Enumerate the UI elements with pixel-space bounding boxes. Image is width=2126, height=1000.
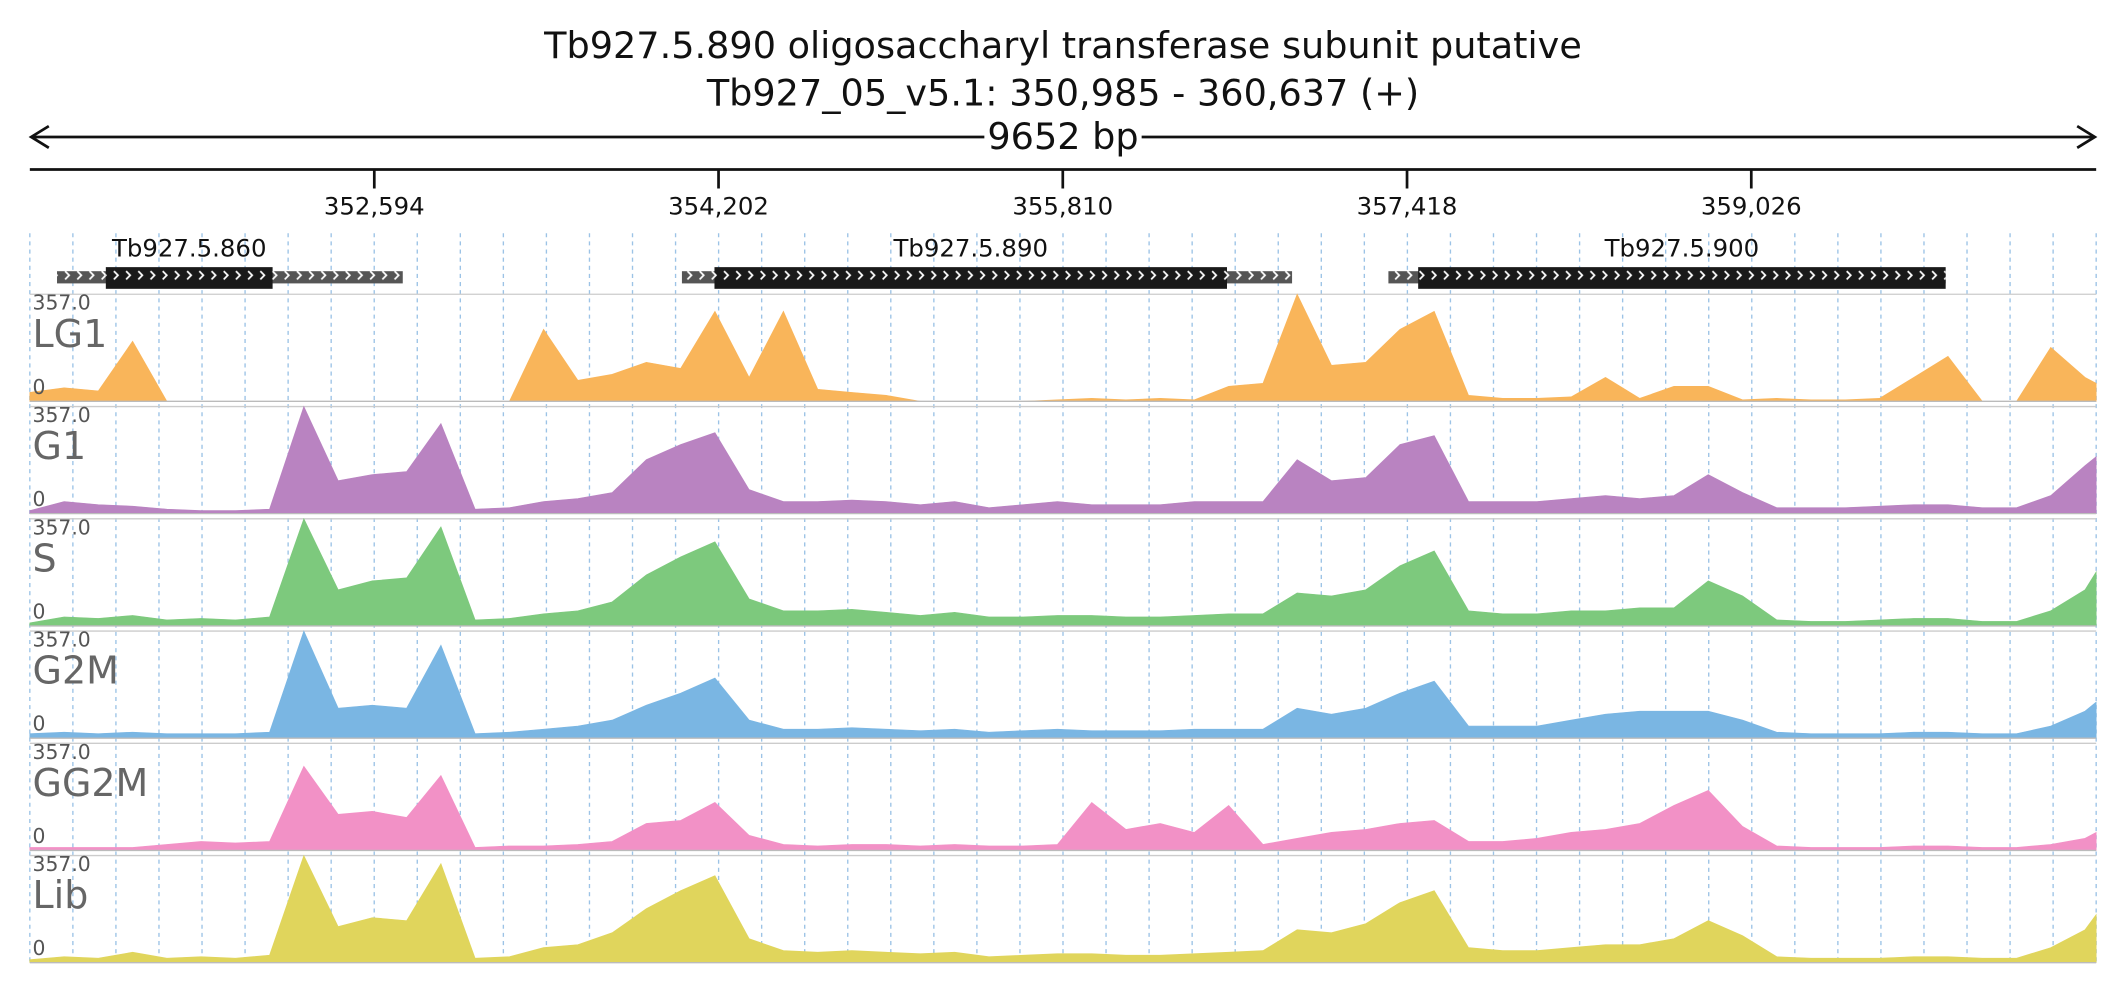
y-tick-label: 0 xyxy=(33,599,46,623)
y-tick-label: 357.0 xyxy=(33,515,91,539)
track-label: GG2M xyxy=(33,761,149,805)
coverage-area xyxy=(29,630,2097,739)
coverage-area xyxy=(29,405,2097,514)
x-tick-label: 357,418 xyxy=(1357,191,1458,220)
y-tick-label: 357.0 xyxy=(33,403,91,427)
y-tick-label: 0 xyxy=(33,375,46,399)
track-label: G1 xyxy=(33,424,87,468)
track-label: G2M xyxy=(33,649,119,693)
chart-title: Tb927.5.890 oligosaccharyl transferase s… xyxy=(543,24,1582,67)
span-arrowhead xyxy=(2076,124,2098,149)
y-tick-label: 357.0 xyxy=(33,740,91,764)
span-label: 9652 bp xyxy=(987,115,1138,158)
span-label-bg xyxy=(984,119,1142,155)
x-tick-label: 354,202 xyxy=(668,191,769,220)
gene-cds-chevrons xyxy=(1418,268,1946,288)
gene-cds-chevrons xyxy=(105,268,273,288)
gene-label: Tb927.5.900 xyxy=(1604,234,1760,263)
coverage-area xyxy=(29,517,2097,627)
gene-label: Tb927.5.890 xyxy=(892,234,1048,263)
span-arrowhead xyxy=(28,124,50,149)
track-label: S xyxy=(33,536,57,580)
y-tick-label: 0 xyxy=(33,936,46,960)
chart-subtitle: Tb927_05_v5.1: 350,985 - 360,637 (+) xyxy=(706,71,1419,114)
span-arrow: 9652 bp xyxy=(28,115,2098,158)
coverage-area xyxy=(29,854,2097,964)
gene-cds-chevrons xyxy=(714,268,1227,288)
y-tick-label: 357.0 xyxy=(33,291,91,315)
x-tick-label: 359,026 xyxy=(1701,191,1802,220)
y-tick-label: 0 xyxy=(33,824,46,848)
y-tick-label: 357.0 xyxy=(33,628,91,652)
x-tick-label: 352,594 xyxy=(324,191,425,220)
track-label: Lib xyxy=(33,873,89,917)
y-tick-label: 0 xyxy=(33,712,46,736)
gene-label: Tb927.5.860 xyxy=(111,234,267,263)
x-tick-label: 355,810 xyxy=(1012,191,1113,220)
track-label: LG1 xyxy=(33,312,108,356)
y-tick-label: 357.0 xyxy=(33,852,91,876)
coverage-area xyxy=(29,765,2097,851)
y-tick-label: 0 xyxy=(33,487,46,511)
